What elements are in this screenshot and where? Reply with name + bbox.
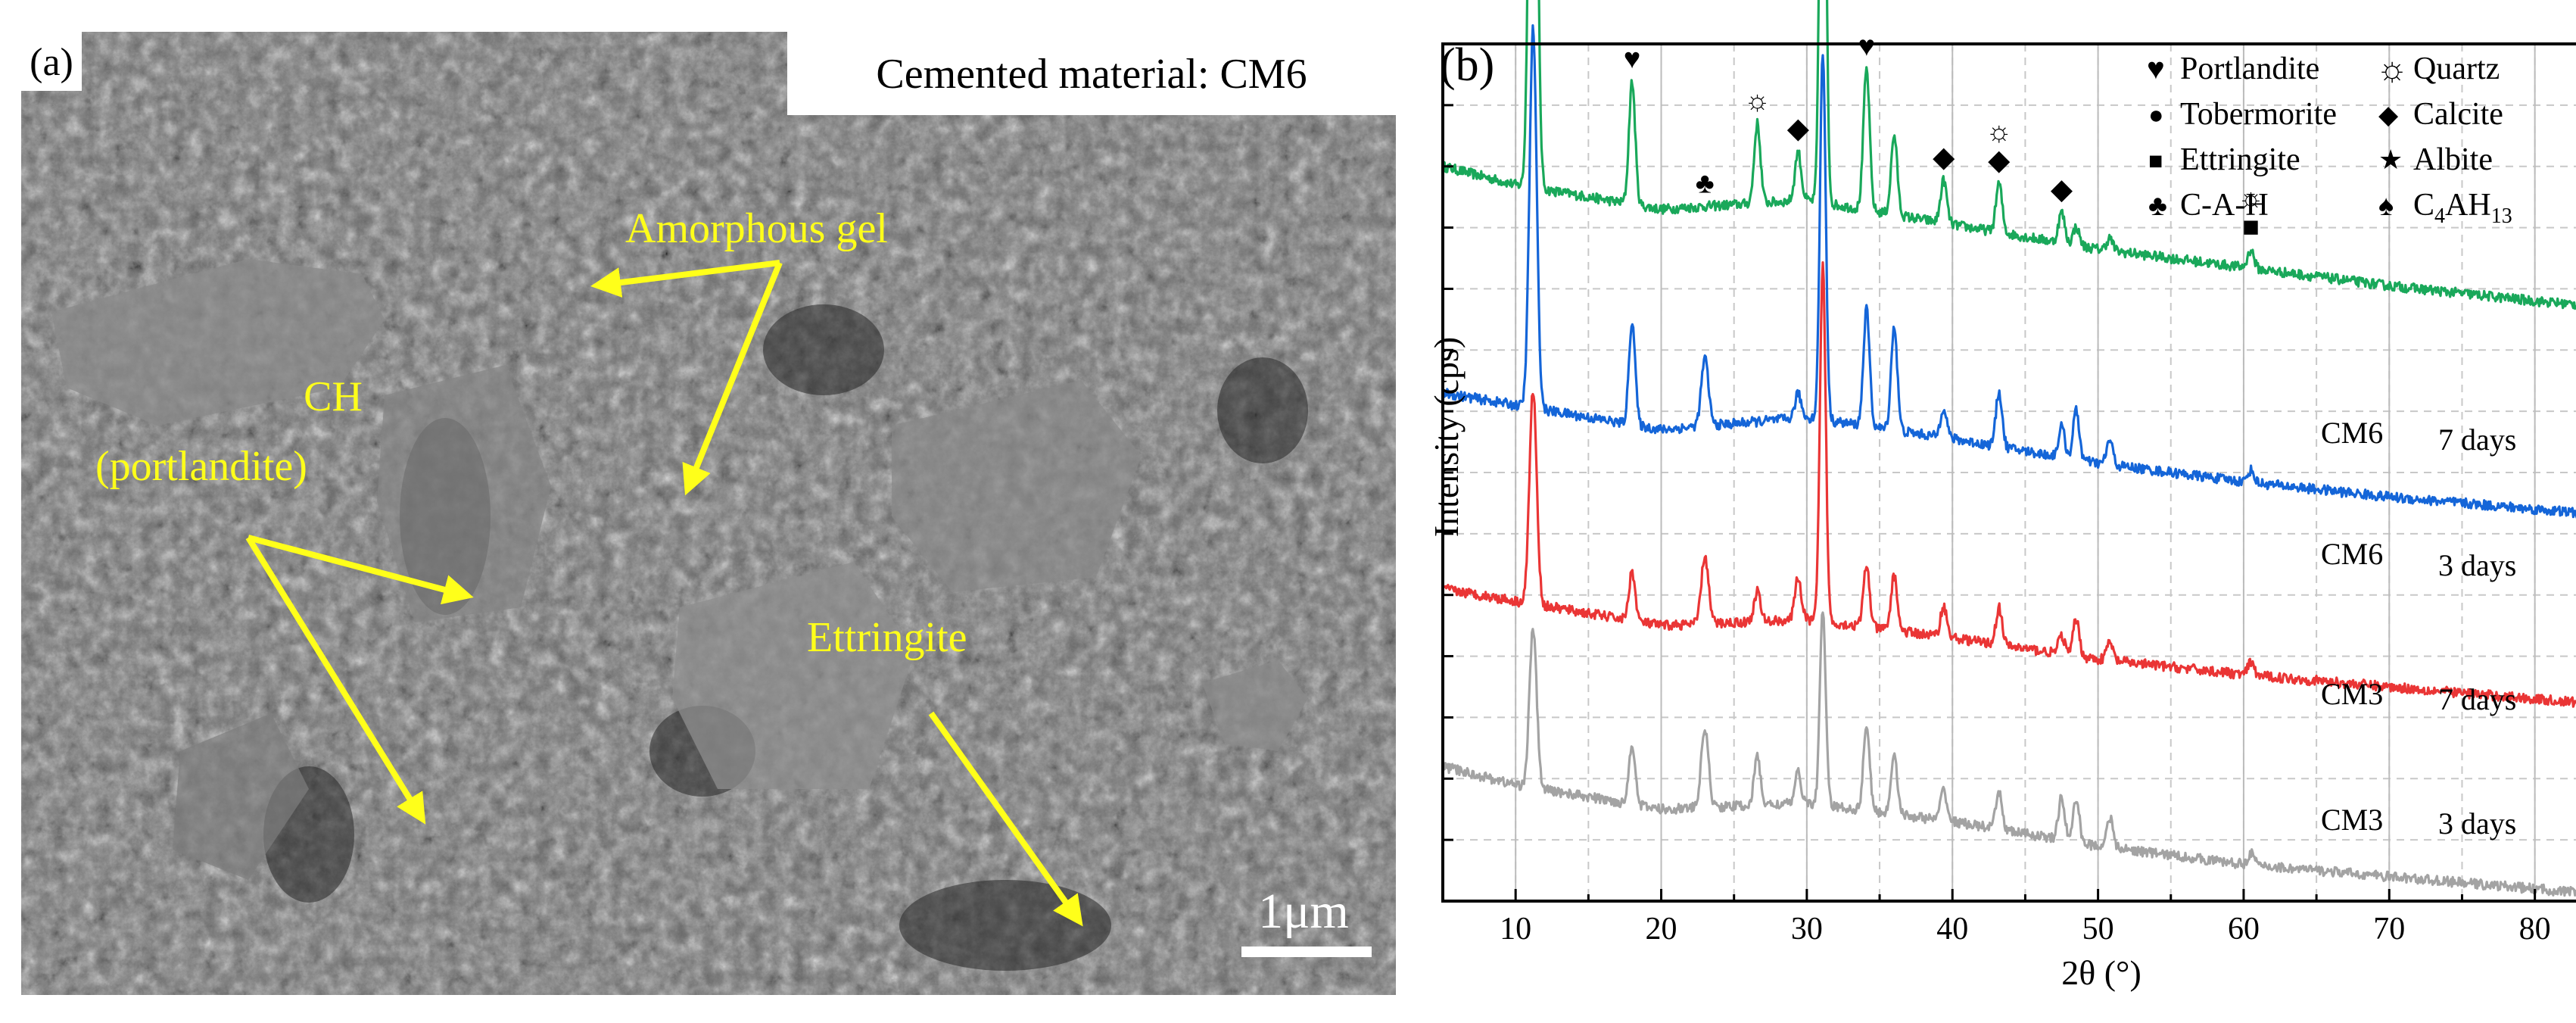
legend-item-portlandite: ♥ Portlandite [2147, 51, 2319, 86]
legend-symbol: ♣ [2148, 190, 2167, 222]
axes: 102030405060708090 [1441, 42, 2576, 947]
legend-item-c4ah13: ♠ C4AH13 [2378, 188, 2512, 228]
legend-symbol: ■ [2148, 147, 2163, 174]
series-labels: CM6 7 days CM6 3 days CM3 7 days CM3 3 d… [2321, 416, 2516, 841]
label-ettringite: Ettringite [807, 614, 967, 661]
series-line-cm6-7days [1441, 0, 2576, 310]
arrow-gel-1 [590, 260, 780, 298]
label-portlandite: (portlandite) [95, 443, 307, 490]
legend: ♥ Portlandite ☼ Quartz ● Tobermorite ◆ C… [2147, 49, 2512, 228]
legend-label: C-A-H [2180, 188, 2269, 223]
series-age-cm3-7d: 7 days [2438, 682, 2516, 716]
xrd-panel: ♣♠♥♣☼◆●★♥◆☼◆◆☼■ 102030405060708090 (b) ♥… [1420, 0, 2576, 1019]
legend-label: Calcite [2413, 97, 2503, 132]
x-tick-label: 80 [2519, 912, 2551, 947]
series-line-cm3-3days [1441, 611, 2576, 897]
legend-symbol: ♥ [2147, 51, 2165, 86]
legend-item-tobermorite: ● Tobermorite [2148, 97, 2337, 132]
legend-item-ettringite: ■ Ettringite [2148, 142, 2300, 177]
legend-label: Portlandite [2180, 51, 2319, 86]
phase-marker: ☼ [1744, 85, 1771, 117]
x-tick-label: 20 [1646, 912, 1677, 947]
scale-bar-label: 1μm [1258, 884, 1349, 939]
legend-symbol: ☼ [2376, 49, 2408, 88]
series-age-cm6-3d: 3 days [2438, 548, 2516, 582]
legend-label: Tobermorite [2180, 97, 2337, 132]
sem-micrograph-panel: (a) Cemented material: CM6 Amorphous gel… [21, 32, 1396, 995]
panel-a-label-box: (a) [21, 32, 82, 91]
legend-item-albite: ★ Albite [2378, 142, 2493, 177]
x-tick-label: 10 [1500, 912, 1531, 947]
y-axis-label: Intensity (cps) [1427, 337, 1466, 537]
phase-marker: ◆ [1988, 145, 2011, 176]
phase-marker: ■ [2242, 211, 2260, 243]
legend-item-calcite: ◆ Calcite [2378, 97, 2503, 132]
panel-a-label: (a) [30, 41, 73, 84]
phase-marker: ♥ [1858, 30, 1875, 62]
legend-label: Ettringite [2180, 142, 2300, 177]
series-age-cm3-3d: 3 days [2438, 806, 2516, 841]
phase-marker: ☼ [1986, 116, 2012, 148]
arrow-ch-1 [247, 535, 474, 605]
title-box: Cemented material: CM6 [787, 32, 1396, 115]
series-age-cm6-7d: 7 days [2438, 423, 2516, 457]
series-name-cm3-3d: CM3 [2321, 803, 2383, 837]
annotation-arrows [245, 260, 1083, 927]
label-amorphous-gel: Amorphous gel [625, 205, 888, 252]
arrow-gel-2 [682, 261, 783, 496]
scale-bar [1241, 947, 1372, 957]
grid [1443, 44, 2576, 901]
phase-marker: ◆ [1787, 113, 1810, 145]
legend-symbol: ★ [2378, 145, 2403, 175]
x-tick-label: 30 [1791, 912, 1823, 947]
x-tick-label: 70 [2373, 912, 2405, 947]
legend-symbol: ◆ [2378, 101, 2399, 129]
arrow-ettringite [928, 711, 1083, 927]
series-line-cm3-7days [1442, 261, 2576, 708]
title-text: Cemented material: CM6 [876, 51, 1307, 98]
phase-markers: ♣♠♥♣☼◆●★♥◆☼◆◆☼■ [1624, 30, 2264, 243]
series-curves [1441, 0, 2576, 897]
label-ch: CH [304, 373, 363, 420]
plate-crystals [51, 259, 1308, 880]
legend-label: Quartz [2413, 51, 2500, 86]
phase-marker: ☼ [2238, 182, 2264, 214]
series-name-cm6-3d: CM6 [2321, 537, 2383, 571]
legend-item-quartz: ☼ Quartz [2376, 49, 2500, 88]
legend-label: Albite [2413, 142, 2493, 177]
phase-marker: ◆ [2051, 173, 2073, 205]
series-name-cm6-7d: CM6 [2321, 416, 2383, 450]
arrow-ch-2 [245, 535, 426, 825]
phase-marker: ♣ [1696, 168, 1715, 200]
phase-marker: ♥ [1624, 43, 1641, 75]
legend-symbol: ● [2148, 101, 2164, 129]
legend-item-cah: ♣ C-A-H [2148, 188, 2269, 223]
series-name-cm3-7d: CM3 [2321, 677, 2383, 711]
legend-label: C4AH13 [2413, 188, 2512, 228]
series-line-cm6-3days [1441, 24, 2576, 519]
phase-marker: ◆ [1933, 142, 1955, 173]
x-tick-label: 50 [2082, 912, 2114, 947]
x-tick-label: 40 [1936, 912, 1968, 947]
legend-symbol: ♠ [2378, 190, 2394, 222]
x-axis-label: 2θ (°) [2061, 953, 2141, 992]
panel-b-label: (b) [1440, 39, 1494, 91]
xrd-chart: ♣♠♥♣☼◆●★♥◆☼◆◆☼■ 102030405060708090 (b) ♥… [1427, 0, 2576, 992]
x-tick-label: 60 [2228, 912, 2260, 947]
sem-micrograph: (a) Cemented material: CM6 Amorphous gel… [21, 32, 1396, 995]
